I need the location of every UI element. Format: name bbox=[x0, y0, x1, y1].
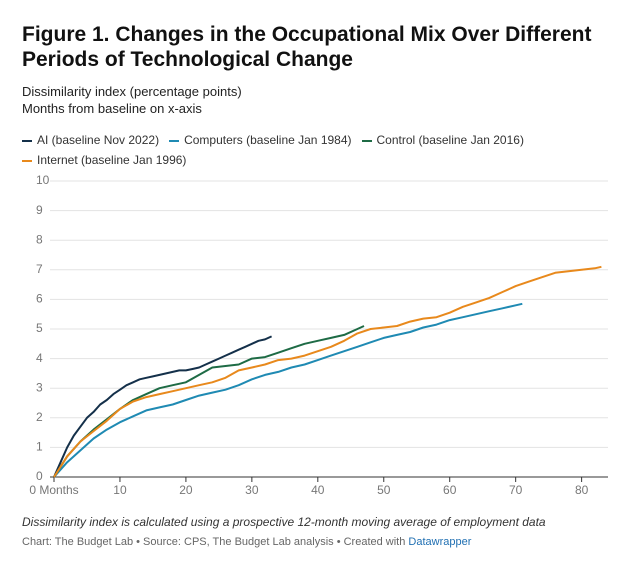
line-series bbox=[53, 265, 602, 478]
x-tick-label: 20 bbox=[179, 483, 193, 497]
x-tick-label: 70 bbox=[509, 483, 523, 497]
legend-label: Internet (baseline Jan 1996) bbox=[37, 153, 187, 167]
y-tick-label: 3 bbox=[36, 380, 43, 394]
x-tick-label: 80 bbox=[575, 483, 589, 497]
x-tick-label: 0 Months bbox=[29, 483, 78, 497]
y-tick-label: 0 bbox=[36, 469, 43, 483]
y-tick-label: 7 bbox=[36, 262, 43, 276]
x-tick-label: 30 bbox=[245, 483, 259, 497]
legend-swatch bbox=[22, 139, 32, 142]
source: Chart: The Budget Lab • Source: CPS, The… bbox=[22, 536, 471, 548]
subtitle: Dissimilarity index (percentage points) bbox=[22, 84, 242, 99]
y-tick-label: 2 bbox=[36, 410, 43, 424]
subtitle: Months from baseline on x-axis bbox=[22, 101, 202, 116]
line-series bbox=[53, 302, 523, 478]
y-tick-label: 8 bbox=[36, 232, 43, 246]
line-series bbox=[53, 335, 273, 478]
source-link[interactable]: Datawrapper bbox=[408, 536, 472, 548]
y-tick-label: 1 bbox=[36, 440, 43, 454]
x-tick-label: 10 bbox=[113, 483, 127, 497]
source-text: Chart: The Budget Lab • Source: CPS, The… bbox=[22, 536, 406, 548]
legend-item: Computers (baseline Jan 1984) bbox=[169, 130, 352, 150]
y-tick-label: 10 bbox=[36, 173, 50, 187]
legend-swatch bbox=[22, 159, 32, 162]
y-tick-label: 6 bbox=[36, 292, 43, 306]
y-tick-label: 4 bbox=[36, 351, 43, 365]
legend-label: Control (baseline Jan 2016) bbox=[376, 133, 524, 147]
legend-item: Control (baseline Jan 2016) bbox=[361, 130, 524, 150]
legend-swatch bbox=[361, 139, 372, 142]
legend-item: Internet (baseline Jan 1996) bbox=[22, 150, 186, 170]
x-tick-label: 50 bbox=[377, 483, 391, 497]
legend-item: AI (baseline Nov 2022) bbox=[22, 130, 159, 150]
line-series bbox=[53, 325, 365, 478]
x-tick-label: 40 bbox=[311, 483, 325, 497]
chart-title: Figure 1. Changes in the Occupational Mi… bbox=[22, 23, 592, 71]
y-tick-label: 9 bbox=[36, 203, 43, 217]
legend-label: AI (baseline Nov 2022) bbox=[37, 133, 160, 147]
note: Dissimilarity index is calculated using … bbox=[22, 515, 546, 529]
legend: AI (baseline Nov 2022) Computers (baselin… bbox=[22, 130, 622, 170]
y-tick-label: 5 bbox=[36, 321, 43, 335]
x-tick-label: 60 bbox=[443, 483, 457, 497]
legend-swatch bbox=[169, 139, 180, 142]
legend-label: Computers (baseline Jan 1984) bbox=[184, 133, 352, 147]
